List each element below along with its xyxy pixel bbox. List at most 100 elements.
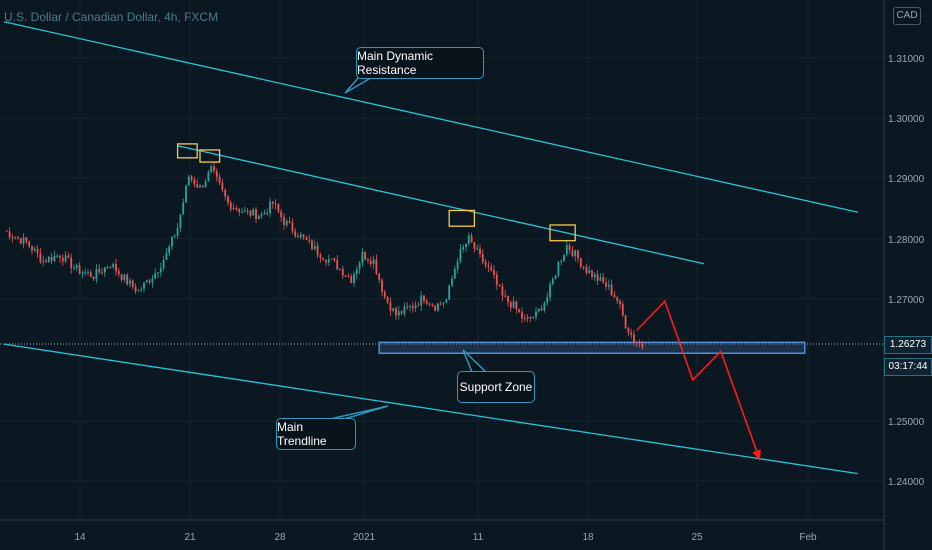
candle xyxy=(235,205,238,212)
candle xyxy=(442,302,445,308)
candle xyxy=(403,302,406,317)
candle xyxy=(501,282,504,301)
candle xyxy=(59,254,61,263)
candle xyxy=(330,258,333,260)
candle xyxy=(168,244,171,257)
y-tick-label: 1.29000 xyxy=(888,174,925,185)
candle xyxy=(322,257,325,261)
candle xyxy=(462,244,465,253)
candle xyxy=(459,244,462,264)
candle xyxy=(190,175,193,183)
candle xyxy=(252,207,255,216)
support-zone-callout[interactable]: Support Zone xyxy=(457,371,535,403)
candle xyxy=(64,251,67,264)
candle xyxy=(344,274,347,278)
candle xyxy=(75,263,78,271)
candle xyxy=(42,255,45,267)
candle xyxy=(593,271,596,282)
candle xyxy=(529,316,532,323)
candle xyxy=(196,179,199,189)
candle xyxy=(515,300,518,314)
candle xyxy=(627,326,630,336)
candle xyxy=(171,236,173,250)
support-zone-box[interactable] xyxy=(378,341,806,354)
candle xyxy=(305,235,308,240)
candle xyxy=(523,314,526,322)
candle xyxy=(185,184,187,203)
candle xyxy=(95,264,98,284)
currency-badge[interactable]: CAD xyxy=(893,7,921,25)
candle xyxy=(98,264,101,275)
candle xyxy=(73,264,75,271)
candle xyxy=(540,305,543,312)
candle xyxy=(638,339,641,348)
candle xyxy=(101,267,103,275)
main-trendline[interactable] xyxy=(3,343,859,475)
candle xyxy=(479,244,481,258)
candle xyxy=(470,232,473,243)
candle xyxy=(173,233,176,239)
candle xyxy=(299,232,302,240)
candle xyxy=(255,206,257,224)
candle xyxy=(316,241,319,259)
candle xyxy=(350,273,353,284)
candle xyxy=(61,254,64,266)
candle xyxy=(353,271,355,287)
candle xyxy=(487,261,490,272)
candle xyxy=(291,218,294,235)
candle xyxy=(630,328,633,339)
swing-high-box[interactable] xyxy=(176,143,198,159)
candle xyxy=(103,266,106,278)
x-tick-label: 25 xyxy=(691,532,703,543)
candle xyxy=(453,266,456,279)
candle xyxy=(84,268,87,276)
candle xyxy=(17,235,19,241)
candle xyxy=(476,245,479,251)
candle xyxy=(498,284,501,287)
candle xyxy=(585,263,588,276)
candle xyxy=(495,270,498,290)
swing-high-box[interactable] xyxy=(448,209,476,227)
candle xyxy=(288,216,291,224)
candle xyxy=(481,249,484,265)
candle xyxy=(106,265,109,269)
candle xyxy=(437,302,439,313)
symbol-title: U.S. Dollar / Canadian Dollar, 4h, FXCM xyxy=(4,10,219,24)
candle xyxy=(151,274,154,288)
candle xyxy=(162,255,165,272)
candle xyxy=(336,254,339,270)
projection-arrowhead xyxy=(752,449,761,461)
candle xyxy=(619,298,621,309)
candle xyxy=(204,179,207,188)
resistance-callout[interactable]: Main Dynamic Resistance xyxy=(356,47,484,79)
candle xyxy=(137,289,140,292)
candle xyxy=(274,199,277,210)
candle xyxy=(599,273,602,282)
upper-channel-line[interactable] xyxy=(177,145,705,265)
main-dynamic-resistance-line[interactable] xyxy=(3,21,859,213)
bar-countdown-tag: 03:17:44 xyxy=(884,358,932,376)
candle xyxy=(409,304,411,312)
candle xyxy=(551,276,554,286)
candle xyxy=(148,278,151,285)
candle xyxy=(154,268,157,280)
x-tick-label: 18 xyxy=(582,532,594,543)
candle xyxy=(411,302,414,313)
swing-high-box[interactable] xyxy=(549,224,576,242)
candle xyxy=(434,304,437,312)
candle xyxy=(383,289,386,300)
candle xyxy=(246,208,249,215)
candle xyxy=(358,260,361,275)
trendline-callout[interactable]: Main Trendline xyxy=(276,418,356,450)
candle xyxy=(131,279,134,290)
candle xyxy=(414,301,417,313)
candle xyxy=(277,202,280,214)
swing-high-box[interactable] xyxy=(199,149,221,163)
candle xyxy=(512,296,515,309)
candle xyxy=(11,234,14,243)
candle xyxy=(123,273,126,283)
candle xyxy=(143,282,145,293)
candle xyxy=(465,243,467,252)
candle xyxy=(616,295,619,304)
